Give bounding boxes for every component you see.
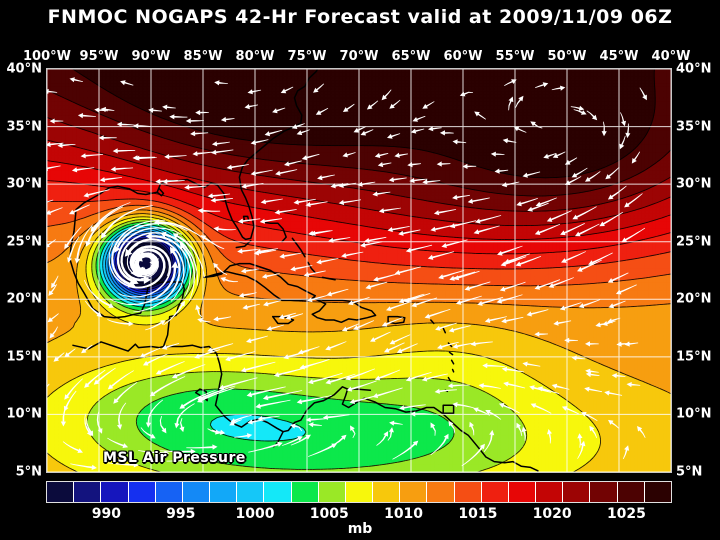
lat-tick-label: 5°N <box>16 465 42 480</box>
colorbar-segment <box>210 482 238 502</box>
lon-tick-label: 70°W <box>340 49 379 64</box>
colorbar-segment <box>644 482 671 502</box>
colorbar-tick-label: 995 <box>166 506 195 522</box>
lon-tick-label: 95°W <box>80 49 119 64</box>
colorbar-tick-label: 990 <box>92 506 121 522</box>
map-canvas[interactable]: MSL Air Pressure 10.0 m/s <box>46 68 672 473</box>
lon-tick-label: 100°W <box>23 49 71 64</box>
colorbar-segment <box>291 482 319 502</box>
colorbar-tick-label: 1000 <box>236 506 275 522</box>
colorbar-segment <box>536 482 564 502</box>
colorbar-tick-label: 1015 <box>458 506 497 522</box>
colorbar-segment <box>128 482 156 502</box>
colorbar-segment <box>74 482 102 502</box>
colorbar-segment <box>508 482 537 502</box>
lon-tick-label: 75°W <box>288 49 327 64</box>
colorbar-segment <box>264 482 292 502</box>
colorbar-segment <box>373 482 401 502</box>
lat-tick-label: 40°N <box>676 62 711 77</box>
lon-tick-label: 55°W <box>496 49 535 64</box>
lat-tick-label: 5°N <box>676 465 702 480</box>
colorbar-segment <box>590 482 618 502</box>
lon-tick-label: 90°W <box>132 49 171 64</box>
colorbar-tick-label: 1010 <box>384 506 423 522</box>
lat-tick-label: 15°N <box>676 349 711 364</box>
colorbar-segment <box>400 482 428 502</box>
lat-tick-label: 35°N <box>676 119 711 134</box>
colorbar-segment <box>617 482 645 502</box>
lat-tick-label: 20°N <box>7 292 42 307</box>
colorbar-tick-label: 1005 <box>310 506 349 522</box>
lon-tick-label: 45°W <box>600 49 639 64</box>
lat-tick-label: 35°N <box>7 119 42 134</box>
lon-tick-label: 60°W <box>444 49 483 64</box>
lat-tick-label: 40°N <box>7 62 42 77</box>
lon-tick-label: 85°W <box>184 49 223 64</box>
lon-tick-label: 80°W <box>236 49 275 64</box>
colorbar-tick-label: 1025 <box>607 506 646 522</box>
colorbar-unit-label: mb <box>0 521 720 537</box>
lon-tick-label: 50°W <box>548 49 587 64</box>
lat-tick-label: 15°N <box>7 349 42 364</box>
colorbar-segment <box>182 482 211 502</box>
lon-tick-label: 40°W <box>652 49 691 64</box>
lat-tick-label: 25°N <box>7 234 42 249</box>
colorbar[interactable] <box>46 481 672 503</box>
lat-tick-label: 10°N <box>676 407 711 422</box>
coastlines <box>69 69 539 472</box>
page-title: FNMOC NOGAPS 42-Hr Forecast valid at 200… <box>0 6 720 28</box>
colorbar-segment <box>563 482 591 502</box>
colorbar-segment <box>101 482 129 502</box>
lat-tick-label: 10°N <box>7 407 42 422</box>
colorbar-segment <box>318 482 346 502</box>
field-label: MSL Air Pressure <box>103 450 246 466</box>
colorbar-segment <box>155 482 183 502</box>
colorbar-tick-label: 1020 <box>533 506 572 522</box>
colorbar-segment <box>47 482 75 502</box>
colorbar-segment <box>481 482 509 502</box>
colorbar-segment <box>237 482 265 502</box>
lat-tick-label: 30°N <box>676 177 711 192</box>
colorbar-segment <box>454 482 482 502</box>
wind-streamlines <box>47 77 647 470</box>
colorbar-segment <box>345 482 374 502</box>
lon-tick-label: 65°W <box>392 49 431 64</box>
lat-tick-label: 20°N <box>676 292 711 307</box>
lat-tick-label: 25°N <box>676 234 711 249</box>
map-raster <box>47 69 671 472</box>
colorbar-segment <box>427 482 455 502</box>
lat-tick-label: 30°N <box>7 177 42 192</box>
